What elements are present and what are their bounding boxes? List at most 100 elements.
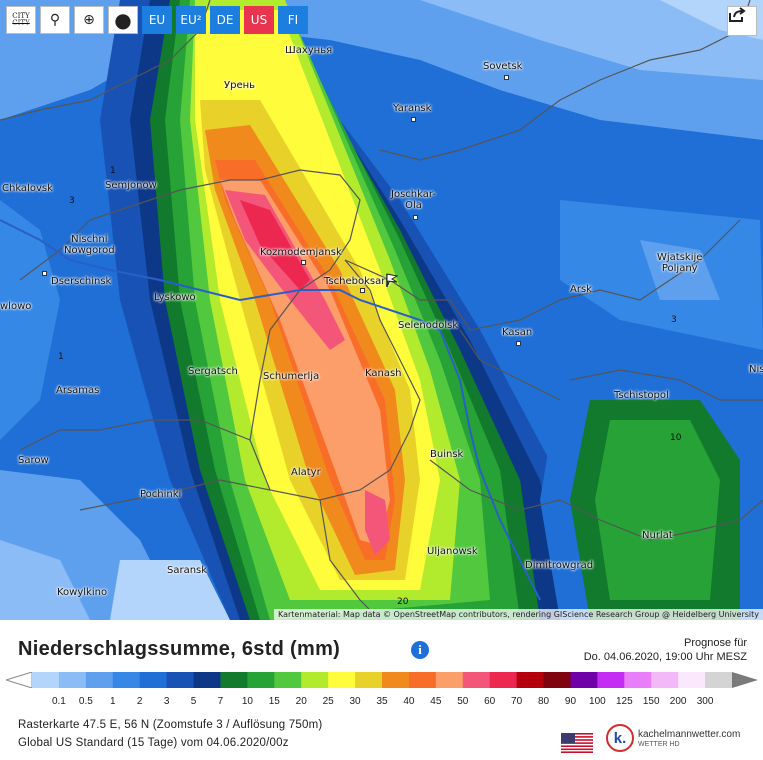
color-scale-labels: 0.1 0.5 1 2 3 5 7 10 15 20 25 30 35 40 45 50 60 70 80 90 100… [0,696,763,710]
precipitation-map[interactable]: ⟳ ⚲ ⊕ CITY CITY ● EU EU² DE US FI Шахунь… [0,0,763,620]
scale-swatch [543,672,571,688]
city-label: Nis [749,364,763,375]
city-label-line1: CITY [12,12,30,20]
city-label: Selenodolsk [398,320,459,331]
zoom-button[interactable]: ⊕ [74,6,104,34]
scale-swatch [489,672,518,688]
scale-swatch [274,672,302,688]
region-us-button[interactable]: US [244,6,274,34]
scale-swatch [193,672,221,688]
scale-swatch [382,672,410,688]
scale-swatch [462,672,491,688]
location-button[interactable]: ⚲ [40,6,70,34]
city-label: Chkalovsk [2,183,53,194]
city-marker [516,341,521,346]
scale-swatch [355,672,383,688]
scale-value-label: 10 [241,696,253,707]
city-label: wlowo [0,301,32,312]
scale-value-label: 300 [696,696,714,707]
city-label: Kanash [365,368,402,379]
scale-value-label: 150 [642,696,660,707]
city-label: Arsk [570,284,592,295]
scale-value-label: 35 [376,696,388,707]
city-label: Dserschinsk [51,276,112,287]
region-eu-label: EU [148,13,166,27]
scale-value-label: 30 [349,696,361,707]
city-marker [360,288,365,293]
city-label: Dimitrowgrad [525,560,594,571]
city-label: Schumerlja [263,371,320,382]
precipitation-field [0,0,763,620]
scale-swatch [301,672,329,688]
location-flag-icon[interactable] [384,272,400,288]
scale-value-label: 20 [295,696,307,707]
scale-swatch [112,672,141,688]
map-toolbar: ⟳ ⚲ ⊕ CITY CITY ● EU EU² DE US FI [6,6,308,34]
city-label: Alatyr [291,467,321,478]
scale-value-label: 45 [430,696,442,707]
city-labels-button[interactable]: CITY CITY [6,6,36,34]
scale-value-label: 25 [322,696,334,707]
scale-swatch [32,672,60,688]
scale-value-label: 15 [268,696,280,707]
city-marker [411,117,416,122]
scale-value-label: 0.1 [51,696,66,707]
contour-label: 3 [671,315,677,325]
city-label: Tschistopol [614,390,669,401]
contour-label: 1 [110,166,116,176]
contour-label: 20 [397,597,409,607]
share-icon [729,7,746,22]
contour-label: 10 [670,433,682,443]
city-label: Buinsk [430,449,464,460]
scale-swatch [85,672,114,688]
zoom-icon: ⊕ [83,12,95,28]
city-label: Semjonow [105,180,157,191]
scale-swatch [516,672,545,688]
region-eu-button[interactable]: EU [142,6,172,34]
contour-label: 1 [58,352,64,362]
scale-value-label: 7 [217,696,224,707]
scale-swatch [220,672,248,688]
scale-arrow-right [732,672,758,688]
scale-value-label: 1 [109,696,116,707]
us-flag-icon[interactable] [561,733,593,753]
city-label: Sovetsk [483,61,523,72]
scale-value-label: 5 [190,696,197,707]
city-label: Урень [224,80,256,91]
contour-label: 3 [69,196,75,206]
region-eu2-button[interactable]: EU² [176,6,206,34]
scale-swatch [705,672,733,688]
city-label: Tscheboksary [324,276,392,287]
scale-swatch [651,672,679,688]
scale-value-label: 100 [589,696,606,707]
city-label: Sarow [18,455,49,466]
brand-name: kachelmannwetter.com [638,729,741,740]
color-scale-bar [6,672,758,688]
info-icon[interactable]: i [411,641,429,659]
share-button[interactable] [727,6,757,36]
marker-button[interactable]: ● [108,6,138,34]
scale-value-label: 50 [457,696,469,707]
city-label: Uljanowsk [427,546,478,557]
scale-value-label: 125 [615,696,633,707]
brand-subtitle: WETTER HD [638,741,680,748]
map-legend-footer: Niederschlagssumme, 6std (mm) i Prognose… [0,620,763,760]
region-eu2-label: EU² [180,13,202,27]
scale-swatch [247,672,275,688]
city-marker [413,215,418,220]
scale-swatch [408,672,437,688]
scale-value-label: 0.5 [78,696,93,707]
scale-swatch [328,672,356,688]
brand-logo[interactable]: k. kachelmannwetter.com WETTER HD [606,724,756,758]
region-fi-button[interactable]: FI [278,6,308,34]
region-de-button[interactable]: DE [210,6,240,34]
city-label: Kowylkino [57,587,108,598]
scale-swatch [139,672,168,688]
scale-value-label: 80 [537,696,550,707]
page-title: Niederschlagssumme, 6std (mm) [18,638,341,660]
scale-value-label: 60 [484,696,496,707]
scale-swatch [166,672,195,688]
city-marker [301,260,306,265]
scale-swatch [678,672,706,688]
city-label: Sergatsch [188,366,238,377]
